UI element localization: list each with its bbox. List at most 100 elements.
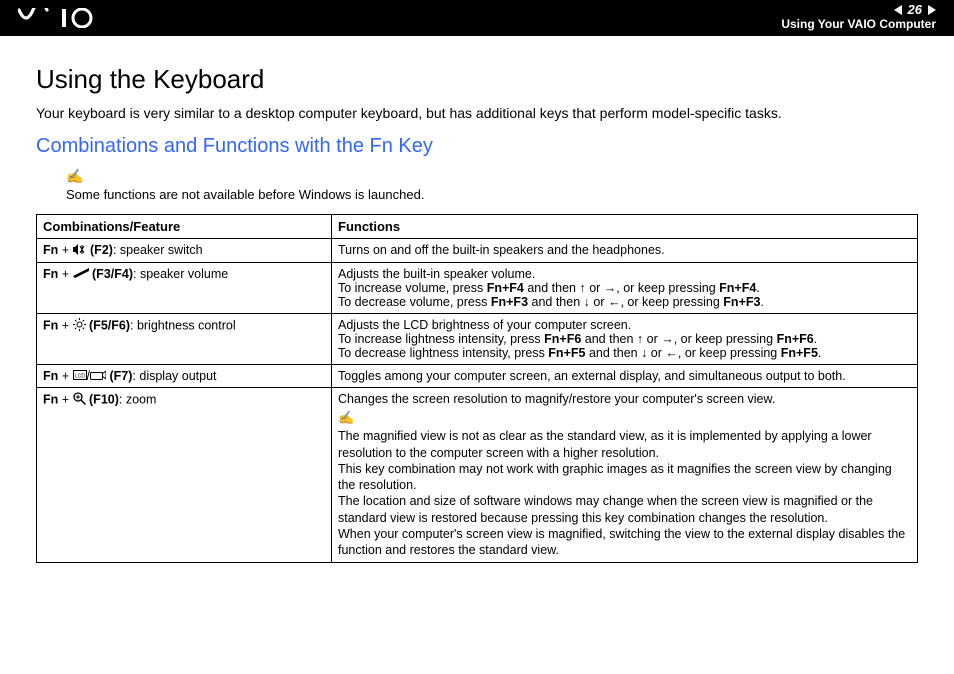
arrow-left-icon: ← bbox=[608, 295, 621, 309]
func-dec: To decrease lightness intensity, press F… bbox=[338, 346, 911, 360]
key: Fn+F5 bbox=[781, 346, 818, 360]
txt: or bbox=[643, 332, 661, 346]
intro-text: Your keyboard is very similar to a deskt… bbox=[36, 105, 918, 121]
func-main: Changes the screen resolution to magnify… bbox=[338, 392, 911, 406]
txt: To increase lightness intensity, press bbox=[338, 332, 544, 346]
table-row: Fn + (F5/F6): brightness control Adjusts… bbox=[37, 313, 918, 364]
zoom-note-4: When your computer's screen view is magn… bbox=[338, 526, 911, 559]
page-title: Using the Keyboard bbox=[36, 64, 918, 95]
fn-label: Fn bbox=[43, 243, 58, 257]
txt: or bbox=[647, 346, 665, 360]
key-label: (F10) bbox=[89, 393, 119, 407]
zoom-note-2: This key combination may not work with g… bbox=[338, 461, 911, 494]
combo-cell: Fn + (F10): zoom bbox=[37, 388, 332, 563]
arrow-right-icon: → bbox=[604, 281, 617, 295]
key-label: (F2) bbox=[90, 243, 113, 257]
header-right: 26 Using Your VAIO Computer bbox=[781, 2, 936, 31]
note-icon: ✍ bbox=[338, 410, 911, 426]
top-note: ✍ Some functions are not available befor… bbox=[66, 168, 918, 204]
func-main: Toggles among your computer screen, an e… bbox=[338, 369, 846, 383]
top-note-text: Some functions are not available before … bbox=[66, 187, 424, 202]
func-cell: Changes the screen resolution to magnify… bbox=[332, 388, 918, 563]
fn-label: Fn bbox=[43, 318, 58, 332]
txt: To decrease volume, press bbox=[338, 295, 491, 309]
external-display-icon bbox=[90, 369, 106, 383]
key: Fn+F3 bbox=[491, 295, 528, 309]
key-label: (F3/F4) bbox=[92, 267, 133, 281]
fn-label: Fn bbox=[43, 369, 58, 383]
txt: . bbox=[818, 346, 821, 360]
txt: and then bbox=[581, 332, 637, 346]
key: Fn+F3 bbox=[723, 295, 760, 309]
lcd-icon: LCD bbox=[73, 369, 87, 383]
txt: and then bbox=[528, 295, 584, 309]
func-inc: To increase lightness intensity, press F… bbox=[338, 332, 911, 346]
arrow-right-icon: → bbox=[661, 332, 674, 346]
speaker-volume-icon bbox=[73, 267, 89, 281]
func-cell: Adjusts the built-in speaker volume. To … bbox=[332, 262, 918, 313]
txt: , or keep pressing bbox=[674, 332, 777, 346]
speaker-mute-icon bbox=[73, 244, 87, 258]
txt: . bbox=[760, 295, 763, 309]
zoom-note-1: The magnified view is not as clear as th… bbox=[338, 428, 911, 461]
note-icon: ✍ bbox=[66, 168, 83, 184]
zoom-icon bbox=[73, 392, 86, 408]
page-number: 26 bbox=[908, 2, 922, 17]
txt: , or keep pressing bbox=[678, 346, 781, 360]
txt: . bbox=[814, 332, 817, 346]
page-header: 26 Using Your VAIO Computer bbox=[0, 0, 954, 36]
func-main: Adjusts the built-in speaker volume. bbox=[338, 267, 911, 281]
brightness-icon bbox=[73, 318, 86, 334]
vaio-logo bbox=[18, 8, 108, 28]
func-dec: To decrease volume, press Fn+F3 and then… bbox=[338, 295, 911, 309]
txt: To decrease lightness intensity, press bbox=[338, 346, 548, 360]
func-cell: Toggles among your computer screen, an e… bbox=[332, 364, 918, 388]
table-head-func: Functions bbox=[332, 215, 918, 239]
key: Fn+F4 bbox=[719, 281, 756, 295]
key: Fn+F6 bbox=[544, 332, 581, 346]
prev-page-icon[interactable] bbox=[894, 5, 902, 15]
arrow-left-icon: ← bbox=[665, 346, 678, 360]
fn-label: Fn bbox=[43, 267, 58, 281]
txt: To increase volume, press bbox=[338, 281, 487, 295]
subtitle: Combinations and Functions with the Fn K… bbox=[36, 135, 918, 158]
func-cell: Turns on and off the built-in speakers a… bbox=[332, 239, 918, 263]
key: Fn+F6 bbox=[777, 332, 814, 346]
svg-text:LCD: LCD bbox=[75, 374, 85, 380]
feature-label: : speaker volume bbox=[133, 267, 228, 281]
feature-label: : display output bbox=[132, 369, 216, 383]
func-cell: Adjusts the LCD brightness of your compu… bbox=[332, 313, 918, 364]
feature-label: : speaker switch bbox=[113, 243, 203, 257]
func-main: Adjusts the LCD brightness of your compu… bbox=[338, 318, 911, 332]
feature-label: : zoom bbox=[119, 393, 157, 407]
key: Fn+F5 bbox=[548, 346, 585, 360]
next-page-icon[interactable] bbox=[928, 5, 936, 15]
txt: and then bbox=[585, 346, 641, 360]
fn-key-table: Combinations/Feature Functions Fn + (F2)… bbox=[36, 214, 918, 563]
table-row: Fn + (F3/F4): speaker volume Adjusts the… bbox=[37, 262, 918, 313]
fn-label: Fn bbox=[43, 393, 58, 407]
txt: , or keep pressing bbox=[616, 281, 719, 295]
txt: or bbox=[590, 295, 608, 309]
txt: or bbox=[586, 281, 604, 295]
table-head-combo: Combinations/Feature bbox=[37, 215, 332, 239]
table-row: Fn + LCD / (F7): display output Toggles … bbox=[37, 364, 918, 388]
combo-cell: Fn + (F3/F4): speaker volume bbox=[37, 262, 332, 313]
combo-cell: Fn + (F2): speaker switch bbox=[37, 239, 332, 263]
key-label: (F7) bbox=[110, 369, 133, 383]
table-row: Fn + (F2): speaker switch Turns on and o… bbox=[37, 239, 918, 263]
zoom-note-3: The location and size of software window… bbox=[338, 493, 911, 526]
combo-cell: Fn + (F5/F6): brightness control bbox=[37, 313, 332, 364]
txt: . bbox=[756, 281, 759, 295]
txt: and then bbox=[524, 281, 580, 295]
section-label: Using Your VAIO Computer bbox=[781, 17, 936, 31]
combo-cell: Fn + LCD / (F7): display output bbox=[37, 364, 332, 388]
key-label: (F5/F6) bbox=[89, 318, 130, 332]
page-nav: 26 bbox=[781, 2, 936, 17]
key: Fn+F4 bbox=[487, 281, 524, 295]
table-row: Fn + (F10): zoom Changes the screen reso… bbox=[37, 388, 918, 563]
func-inc: To increase volume, press Fn+F4 and then… bbox=[338, 281, 911, 295]
feature-label: : brightness control bbox=[130, 318, 236, 332]
page-content: Using the Keyboard Your keyboard is very… bbox=[0, 36, 954, 583]
txt: , or keep pressing bbox=[620, 295, 723, 309]
